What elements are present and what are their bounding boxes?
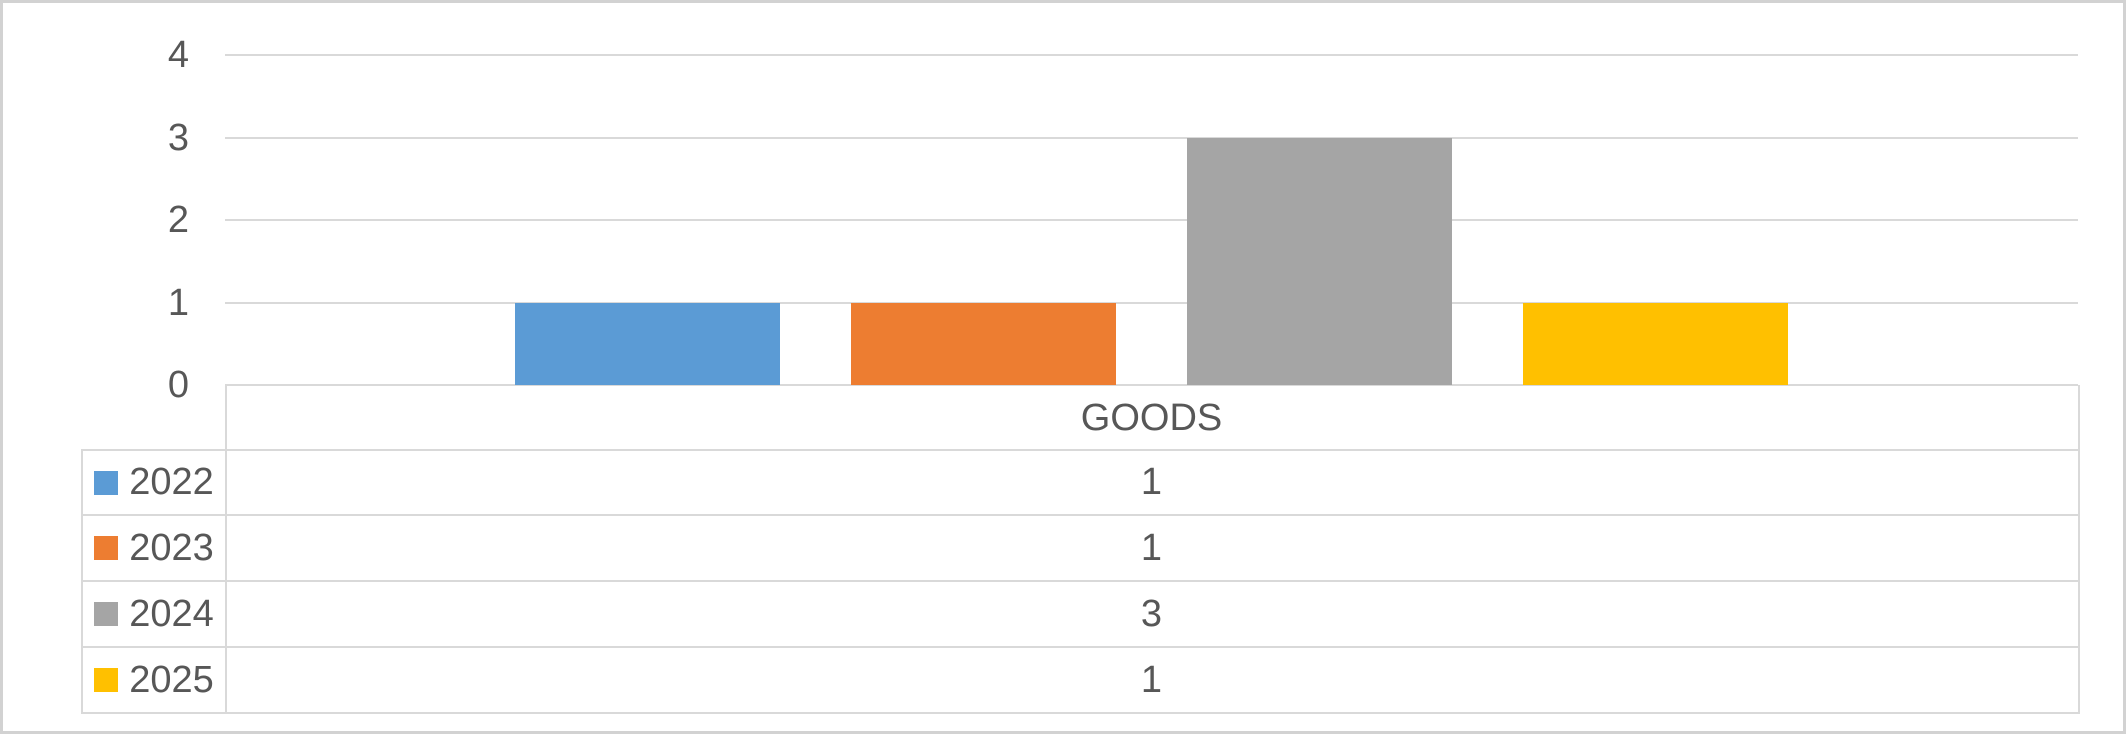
bar-2024 (1187, 137, 1452, 385)
data-table-category-header: GOODS (1080, 396, 1223, 439)
y-tick-label: 0 (167, 364, 189, 406)
table-border-horizontal (81, 514, 2080, 516)
table-border-horizontal (81, 449, 2080, 451)
legend-cell-2024: 2024 (83, 582, 225, 646)
legend-cell-2023: 2023 (83, 516, 225, 580)
legend-swatch-2025 (94, 668, 119, 692)
legend-label: 2023 (129, 526, 214, 569)
table-border-vertical (2078, 385, 2080, 714)
table-border-horizontal (81, 580, 2080, 582)
gridline (225, 54, 2078, 56)
bar-2023 (851, 302, 1116, 385)
table-value-cell: 1 (1140, 461, 1163, 503)
bar-2022 (515, 302, 780, 385)
y-tick-label: 4 (167, 34, 189, 76)
y-tick-label: 3 (167, 116, 189, 159)
table-value-cell: 1 (1140, 526, 1163, 569)
y-tick-label: 2 (167, 199, 189, 241)
table-border-vertical (225, 385, 227, 714)
table-border-horizontal (81, 646, 2080, 648)
gridline (225, 384, 2078, 386)
gridline (225, 301, 2078, 304)
legend-cell-2022: 2022 (83, 451, 225, 514)
legend-swatch-2022 (94, 470, 119, 495)
bar-2025 (1523, 302, 1788, 385)
legend-swatch-2023 (94, 536, 119, 560)
legend-cell-2025: 2025 (83, 648, 225, 712)
table-value-cell: 1 (1140, 658, 1163, 701)
legend-label: 2024 (129, 592, 214, 635)
table-border-vertical (81, 449, 83, 714)
legend-label: 2025 (129, 658, 214, 701)
gridline (225, 219, 2078, 221)
table-value-cell: 3 (1140, 592, 1163, 635)
gridline (225, 136, 2078, 139)
y-tick-label: 1 (167, 281, 189, 324)
legend-label: 2022 (129, 461, 214, 503)
table-border-horizontal (81, 712, 2080, 714)
legend-swatch-2024 (94, 602, 119, 626)
